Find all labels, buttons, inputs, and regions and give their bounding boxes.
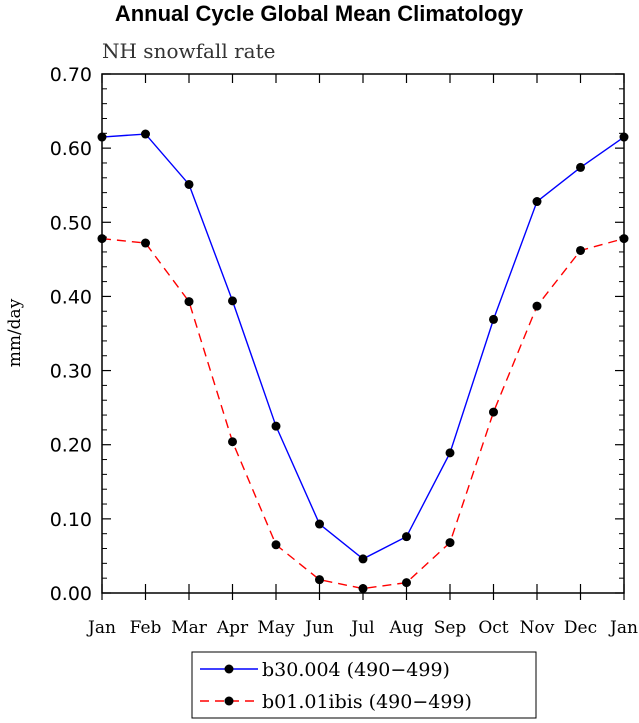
legend-marker-1: [224, 664, 234, 674]
series-1-point: [271, 421, 281, 431]
x-tick-label: Aug: [388, 618, 423, 638]
series-2-point: [141, 238, 150, 248]
series-1-point: [358, 554, 368, 564]
legend-box: [191, 651, 537, 719]
series-2-point: [271, 540, 281, 550]
series-2-point: [489, 407, 498, 417]
x-tick-label: Sep: [434, 618, 467, 638]
series-2-point: [402, 578, 411, 588]
x-tick-label: Jan: [608, 618, 638, 638]
x-tick-label: Jun: [303, 618, 334, 638]
series-2-point: [576, 245, 585, 255]
y-axis-label: mm/day: [5, 298, 25, 367]
chart-subtitle: NH snowfall rate: [102, 39, 275, 63]
series-1-point: [402, 532, 411, 542]
plot-frame: [101, 73, 625, 594]
series-line-2: [101, 237, 625, 590]
x-tick-label: Jul: [349, 618, 374, 638]
y-tick-label: 0.70: [50, 64, 92, 86]
y-tick-label: 0.60: [50, 138, 92, 160]
series-2-point: [619, 234, 629, 244]
series-1-point: [576, 162, 585, 172]
x-tick-label: Dec: [564, 618, 597, 638]
x-tick-label: Feb: [130, 618, 162, 638]
y-tick-label: 0.30: [50, 361, 92, 383]
series-1-point: [315, 519, 324, 529]
series-line-1: [101, 133, 625, 560]
series-1-point: [228, 296, 237, 306]
x-tick-label: Jan: [86, 618, 116, 638]
x-tick-label: Apr: [216, 618, 249, 638]
series-1-point: [97, 132, 107, 142]
legend-label-1: b30.004 (490−499): [262, 659, 450, 681]
chart-title: Annual Cycle Global Mean Climatology: [115, 1, 524, 26]
series-1-point: [489, 314, 498, 324]
x-tick-label: May: [257, 618, 295, 638]
y-tick-label: 0.20: [50, 435, 92, 457]
series-2-point: [445, 538, 455, 548]
series-1-point: [184, 179, 194, 189]
x-axis: Jan Feb Mar Apr May Jun Jul Aug Sep Oct Nov Dec Jan: [86, 74, 638, 638]
series-2-point: [97, 234, 107, 244]
series-2-point: [228, 437, 237, 447]
series-1-point: [141, 129, 150, 139]
series-2-point: [358, 584, 368, 594]
y-tick-label: 0.10: [50, 509, 92, 531]
y-tick-label: 0.00: [50, 583, 92, 605]
series-2-point: [315, 575, 324, 585]
series-2-point: [532, 301, 542, 311]
legend: b30.004 (490−499) b01.01ibis (490−499): [191, 651, 537, 719]
x-tick-label: Nov: [520, 618, 555, 638]
series-layer: [97, 129, 629, 594]
series-2-point: [184, 297, 194, 307]
y-axis: 0.00 0.10 0.20 0.30 0.40 0.50 0.60 0.70: [50, 64, 624, 605]
x-tick-label: Oct: [478, 618, 508, 638]
x-tick-label: Mar: [171, 618, 208, 638]
series-1-point: [445, 448, 455, 458]
series-1-point: [532, 197, 542, 207]
legend-label-2: b01.01ibis (490−499): [262, 691, 472, 713]
legend-marker-2: [224, 696, 234, 706]
y-tick-label: 0.50: [50, 212, 92, 234]
series-1-point: [619, 132, 629, 142]
y-tick-label: 0.40: [50, 286, 92, 308]
